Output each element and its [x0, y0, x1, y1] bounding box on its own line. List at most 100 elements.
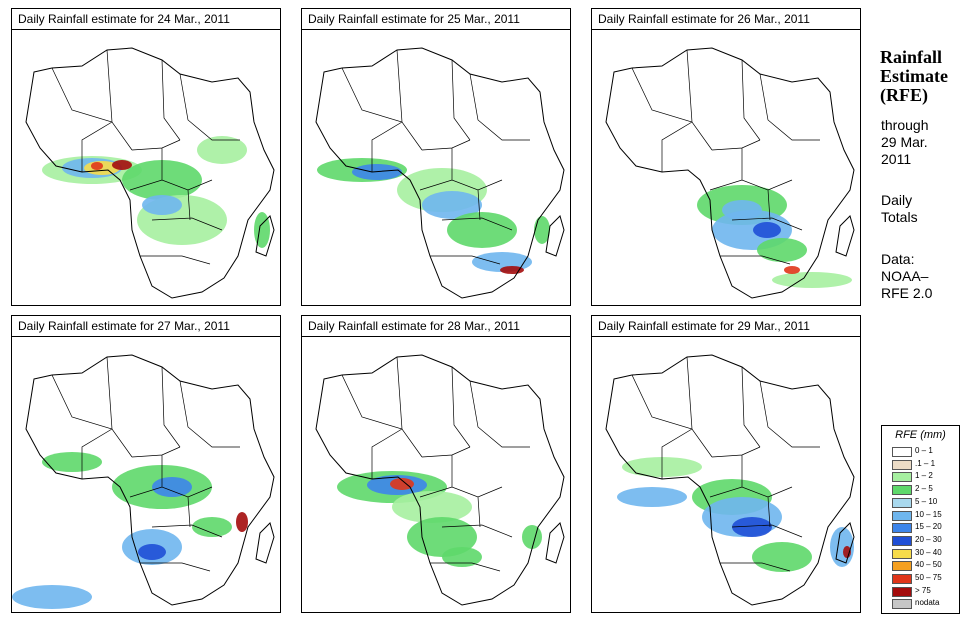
- coastline: [315, 47, 565, 299]
- rainfall-map: [12, 354, 275, 609]
- legend-label: 0 – 1: [915, 446, 933, 455]
- rainfall-patch: [390, 478, 414, 490]
- rainfall-patch: [752, 542, 812, 572]
- rainfall-patch: [392, 491, 472, 523]
- rfe-legend: RFE (mm) 0 – 1 .1 – 1 1 – 2 2 – 5 5 – 10 10 –…: [881, 425, 960, 614]
- legend-swatch: [892, 459, 912, 470]
- rainfall-patch: [236, 512, 248, 532]
- map-layer: [337, 471, 542, 567]
- source-line: NOAA–: [881, 268, 929, 284]
- rainfall-patch: [843, 546, 851, 558]
- panel-title: Daily Rainfall estimate for 24 Mar., 201…: [12, 9, 280, 30]
- data-label: Data:: [881, 251, 915, 267]
- product-title-line: (RFE): [880, 85, 928, 105]
- rainfall-patch: [732, 517, 772, 537]
- panel-title: Daily Rainfall estimate for 25 Mar., 201…: [302, 9, 570, 30]
- rainfall-map: [605, 354, 855, 606]
- legend-swatch: [892, 497, 912, 508]
- country-borders: [341, 49, 530, 265]
- map-layer: [697, 185, 852, 288]
- legend-label: .1 – 1: [915, 458, 936, 468]
- rainfall-patch: [447, 212, 517, 248]
- legend-label: 20 – 30: [915, 534, 942, 544]
- rainfall-patch: [757, 238, 807, 262]
- madagascar-outline: [545, 522, 565, 564]
- product-title-line: Rainfall: [880, 47, 943, 67]
- coastline: [315, 354, 565, 606]
- map-layer: [617, 457, 854, 572]
- totals-line: Daily: [881, 192, 913, 208]
- coastline: [605, 47, 855, 299]
- rainfall-patch: [197, 136, 247, 164]
- legend-swatch: [892, 548, 912, 559]
- legend-swatch: [892, 599, 912, 610]
- rainfall-map: [605, 47, 855, 299]
- madagascar-outline: [255, 522, 275, 564]
- map-layer: [317, 158, 550, 274]
- rainfall-patch: [753, 222, 781, 238]
- legend-swatch: [892, 485, 912, 496]
- date-line: 2011: [881, 151, 912, 167]
- rainfall-patch: [784, 266, 800, 274]
- legend-label: 30 – 40: [915, 547, 942, 557]
- legend-label: 15 – 20: [915, 522, 942, 532]
- through-date: through 29 Mar. 2011: [881, 117, 928, 168]
- map-panel-5: Daily Rainfall estimate for 28 Mar., 201…: [301, 315, 571, 613]
- through-label: through: [881, 117, 929, 133]
- rainfall-patch: [407, 517, 477, 557]
- rainfall-patch: [152, 477, 192, 497]
- coastline: [25, 47, 275, 299]
- legend-swatch: [892, 535, 912, 546]
- coastline: [605, 354, 855, 606]
- totals-line: Totals: [881, 209, 918, 225]
- country-borders: [631, 356, 820, 572]
- legend-swatch: [892, 561, 912, 572]
- rainfall-patch: [772, 272, 852, 288]
- rainfall-patch: [42, 452, 102, 472]
- country-borders: [341, 356, 530, 572]
- legend-label: 1 – 2: [915, 471, 933, 481]
- legend-label: 5 – 10: [915, 496, 938, 506]
- legend-label: > 75: [915, 585, 931, 595]
- rainfall-patch: [534, 216, 550, 244]
- legend-title: RFE (mm): [895, 429, 946, 441]
- legend-label: nodata: [915, 598, 940, 608]
- rainfall-map: [315, 354, 565, 606]
- product-title: Rainfall Estimate (RFE): [880, 48, 948, 105]
- rainfall-patch: [617, 487, 687, 507]
- rainfall-patch: [422, 191, 482, 219]
- panel-title: Daily Rainfall estimate for 27 Mar., 201…: [12, 316, 280, 337]
- rainfall-patch: [12, 585, 92, 609]
- legend-swatch: [892, 510, 912, 521]
- panel-title: Daily Rainfall estimate for 29 Mar., 201…: [592, 316, 860, 337]
- map-panel-4: Daily Rainfall estimate for 27 Mar., 201…: [11, 315, 281, 613]
- madagascar-outline: [835, 215, 855, 257]
- legend-swatch: [892, 472, 912, 483]
- country-borders: [51, 356, 240, 572]
- legend-swatch: [892, 574, 912, 584]
- madagascar-outline: [835, 522, 855, 564]
- map-panel-2: Daily Rainfall estimate for 25 Mar., 201…: [301, 8, 571, 306]
- coastline: [25, 354, 275, 606]
- rainfall-patch: [138, 544, 166, 560]
- rainfall-patch: [442, 547, 482, 567]
- legend-swatch: [892, 523, 912, 534]
- map-layer: [42, 136, 270, 248]
- country-borders: [51, 49, 240, 265]
- panel-title: Daily Rainfall estimate for 26 Mar., 201…: [592, 9, 860, 30]
- rainfall-patch: [522, 525, 542, 549]
- date-line: 29 Mar.: [881, 134, 928, 150]
- legend-swatch: [892, 447, 912, 457]
- rainfall-patch: [91, 162, 103, 170]
- panel-title: Daily Rainfall estimate for 28 Mar., 201…: [302, 316, 570, 337]
- map-layer: [12, 452, 248, 609]
- rainfall-patch: [112, 160, 132, 170]
- legend-label: 40 – 50: [915, 560, 942, 570]
- madagascar-outline: [255, 215, 275, 257]
- country-borders: [631, 49, 820, 265]
- rainfall-patch: [142, 195, 182, 215]
- legend-label: 2 – 5: [915, 484, 933, 494]
- rainfall-map: [25, 47, 275, 299]
- rainfall-map: [315, 47, 565, 299]
- legend-swatch: [892, 586, 912, 597]
